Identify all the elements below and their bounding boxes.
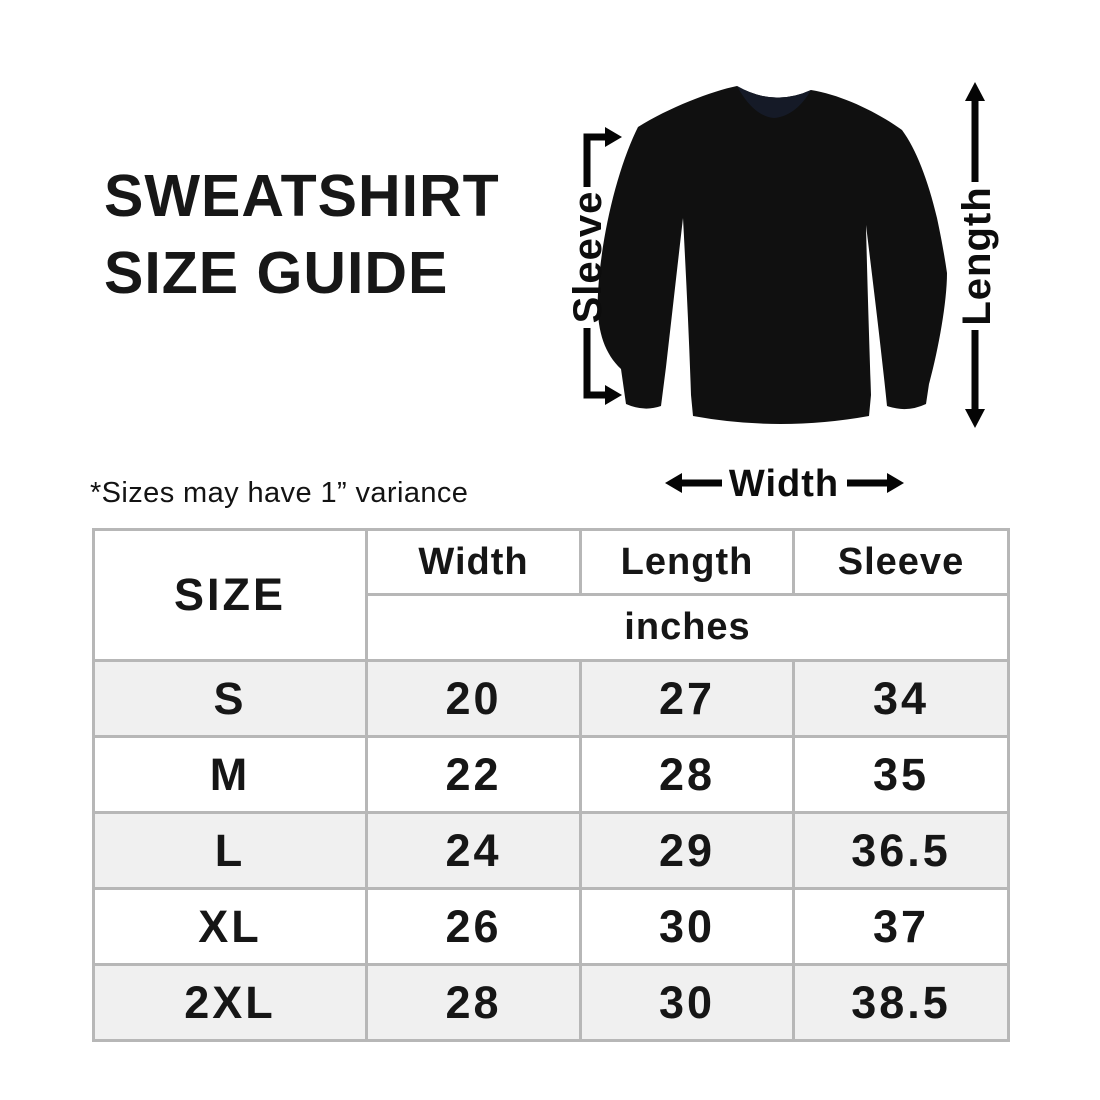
sleeve-arrow-bottom-line	[583, 328, 606, 399]
cell-length: 27	[579, 659, 795, 738]
cell-width: 24	[365, 811, 582, 890]
cell-sleeve: 36.5	[792, 811, 1010, 890]
sleeve-arrow-top-line	[583, 133, 606, 187]
table-row: M 22 28 35	[92, 735, 1010, 814]
table-header-size: SIZE	[92, 528, 368, 662]
cell-length: 29	[579, 811, 795, 890]
width-arrow: Width	[665, 464, 904, 502]
page-title-line2: SIZE GUIDE	[104, 240, 449, 306]
sweatshirt-body	[597, 86, 947, 424]
table-header-sleeve: Sleeve	[792, 528, 1010, 596]
cell-length: 30	[579, 887, 795, 966]
length-arrow-down-head	[965, 409, 985, 428]
cell-size: M	[92, 735, 368, 814]
table-header-length: Length	[579, 528, 795, 596]
width-label: Width	[729, 464, 839, 502]
table-row: L 24 29 36.5	[92, 811, 1010, 890]
width-arrow-right-head	[887, 473, 904, 493]
page-title-line1: SWEATSHIRT	[104, 163, 500, 229]
cell-size: L	[92, 811, 368, 890]
cell-length: 28	[579, 735, 795, 814]
sweatshirt-image	[597, 86, 947, 424]
cell-size: 2XL	[92, 963, 368, 1042]
cell-width: 26	[365, 887, 582, 966]
cell-width: 20	[365, 659, 582, 738]
table-header-width: Width	[365, 528, 582, 596]
sleeve-arrow: Sleeve	[566, 127, 622, 405]
cell-sleeve: 35	[792, 735, 1010, 814]
sweatshirt-collar	[737, 86, 811, 118]
table-row: S 20 27 34	[92, 659, 1010, 738]
page-title: SWEATSHIRT SIZE GUIDE	[104, 158, 500, 312]
cell-sleeve: 38.5	[792, 963, 1010, 1042]
width-arrow-left-head	[665, 473, 682, 493]
length-label: Length	[955, 186, 999, 325]
cell-sleeve: 34	[792, 659, 1010, 738]
table-unit-row: inches	[94, 593, 1010, 662]
table-unit-label: inches	[365, 593, 1010, 662]
sleeve-label: Sleeve	[566, 191, 610, 324]
size-note: *Sizes may have 1” variance	[90, 477, 469, 509]
table-row: 2XL 28 30 38.5	[92, 963, 1010, 1042]
table-header-row: SIZE Width Length Sleeve	[92, 528, 1010, 662]
table-row: XL 26 30 37	[92, 887, 1010, 966]
cell-length: 30	[579, 963, 795, 1042]
cell-size: XL	[92, 887, 368, 966]
size-table: SIZE Width Length Sleeve inches S 20 27 …	[92, 528, 1010, 1042]
cell-size: S	[92, 659, 368, 738]
length-arrow: Length	[955, 82, 999, 428]
sleeve-arrow-bottom-head	[605, 385, 622, 405]
cell-sleeve: 37	[792, 887, 1010, 966]
sleeve-arrow-top-head	[605, 127, 622, 147]
cell-width: 28	[365, 963, 582, 1042]
length-arrow-up-head	[965, 82, 985, 101]
cell-width: 22	[365, 735, 582, 814]
